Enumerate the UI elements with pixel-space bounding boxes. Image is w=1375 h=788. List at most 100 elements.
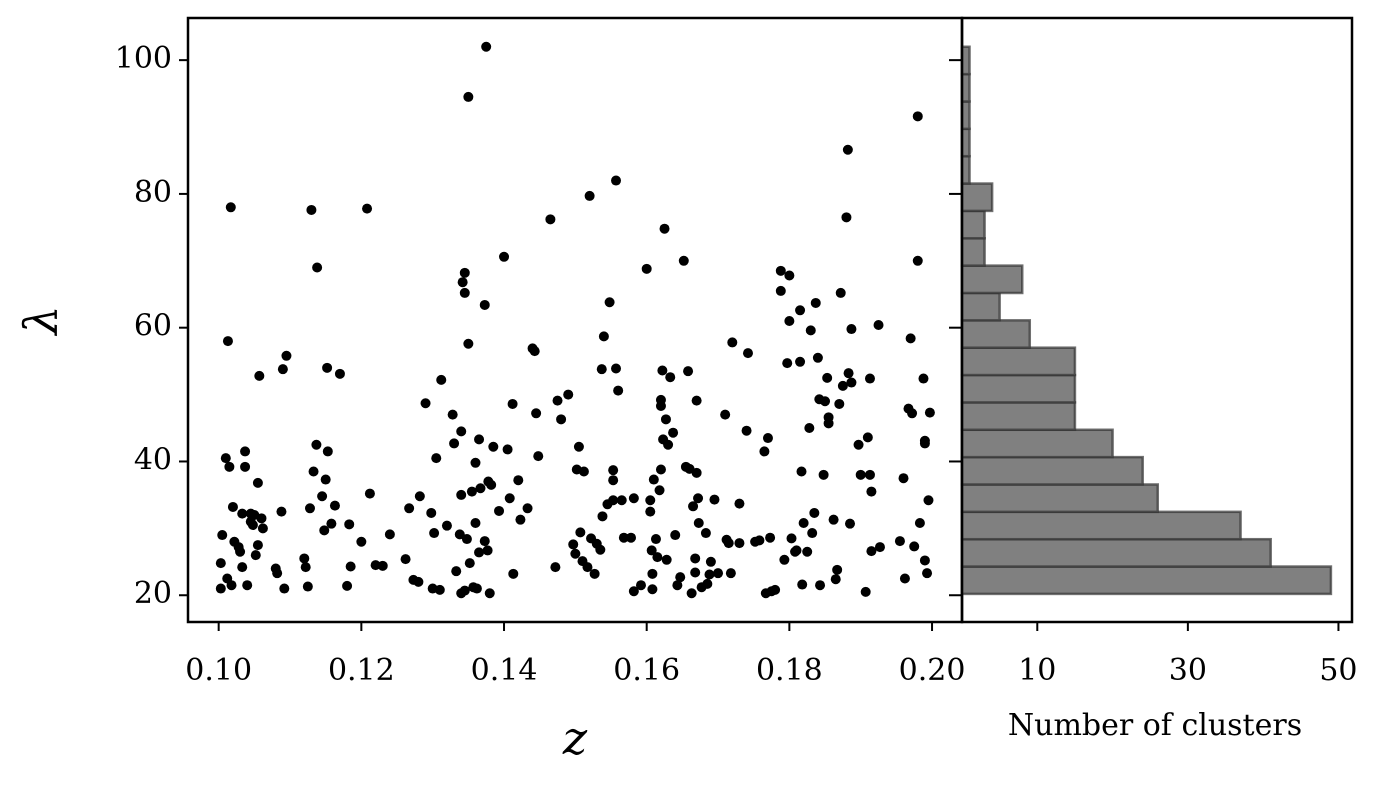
point — [845, 518, 856, 529]
y-tick-label: 100 — [115, 41, 172, 76]
bar — [960, 182, 994, 213]
point — [734, 498, 745, 509]
point — [463, 338, 474, 349]
y-tick-label: 80 — [134, 175, 172, 210]
point — [404, 503, 415, 514]
point — [734, 538, 745, 549]
point — [923, 495, 934, 506]
point — [451, 566, 462, 577]
point — [909, 541, 920, 552]
point — [873, 320, 884, 331]
point — [628, 493, 639, 504]
point — [820, 396, 831, 407]
point — [691, 395, 702, 406]
point — [461, 534, 472, 545]
point — [832, 564, 843, 575]
point — [798, 518, 809, 529]
point — [779, 554, 790, 565]
point — [899, 573, 910, 584]
x-tick-label: 0.16 — [613, 653, 680, 688]
point — [693, 493, 704, 504]
x-tick-label: 30 — [1169, 653, 1207, 688]
point — [765, 532, 776, 543]
point — [842, 144, 853, 155]
point — [655, 464, 666, 475]
point — [784, 316, 795, 327]
point — [690, 553, 701, 564]
point — [641, 263, 652, 274]
point — [242, 580, 253, 591]
point — [364, 488, 375, 499]
point — [686, 588, 697, 599]
point — [805, 325, 816, 336]
point — [812, 352, 823, 363]
point — [770, 584, 781, 595]
point — [713, 568, 724, 579]
point — [533, 451, 544, 462]
point — [272, 568, 283, 579]
point — [818, 469, 829, 480]
point — [914, 518, 925, 529]
point — [454, 529, 465, 540]
point — [312, 262, 323, 273]
point — [918, 373, 929, 384]
point — [529, 346, 540, 357]
point — [835, 287, 846, 298]
point — [474, 434, 485, 445]
point — [894, 536, 905, 547]
point — [499, 251, 510, 262]
point — [775, 265, 786, 276]
point — [413, 576, 424, 587]
point — [237, 562, 248, 573]
point — [377, 560, 388, 571]
point — [279, 583, 290, 594]
point — [556, 414, 567, 425]
y-axis-label: λ — [14, 305, 68, 336]
point — [573, 441, 584, 452]
point — [786, 533, 797, 544]
point — [470, 457, 481, 468]
point — [823, 418, 834, 429]
point — [329, 500, 340, 511]
point — [866, 546, 877, 557]
point — [690, 567, 701, 578]
point — [860, 586, 871, 597]
point — [502, 444, 513, 455]
point — [775, 285, 786, 296]
point — [727, 337, 738, 348]
point — [700, 528, 711, 539]
point — [691, 467, 702, 478]
bar — [960, 565, 1333, 596]
point — [508, 568, 519, 579]
point — [688, 501, 699, 512]
point — [672, 580, 683, 591]
x-tick-label: 0.20 — [899, 653, 966, 688]
point — [907, 408, 918, 419]
point — [563, 389, 574, 400]
point — [830, 574, 841, 585]
point — [345, 561, 356, 572]
point — [317, 491, 328, 502]
point — [474, 547, 485, 558]
point — [322, 362, 333, 373]
x-tick-label: 0.18 — [756, 653, 823, 688]
point — [447, 409, 458, 420]
point — [608, 475, 619, 486]
point — [578, 466, 589, 477]
bar — [960, 537, 1272, 568]
point — [482, 545, 493, 556]
point — [742, 348, 753, 359]
point — [702, 578, 713, 589]
point — [837, 380, 848, 391]
point — [250, 550, 261, 561]
point — [459, 287, 470, 298]
point — [797, 579, 808, 590]
point — [608, 495, 619, 506]
point — [678, 255, 689, 266]
point — [705, 556, 716, 567]
point — [235, 546, 246, 557]
point — [217, 530, 228, 541]
bar — [960, 291, 1001, 322]
point — [429, 528, 440, 539]
